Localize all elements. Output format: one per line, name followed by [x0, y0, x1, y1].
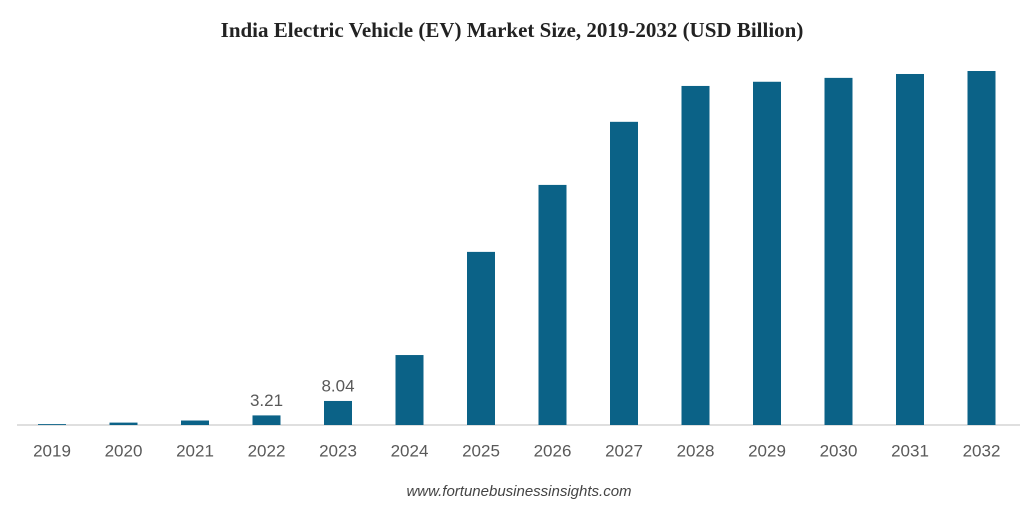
- x-tick-label: 2025: [462, 441, 500, 460]
- x-tick-label: 2023: [319, 441, 357, 460]
- x-tick-label: 2022: [248, 441, 286, 460]
- x-tick-label: 2028: [677, 441, 715, 460]
- x-tick-label: 2032: [963, 441, 1001, 460]
- x-tick-label: 2031: [891, 441, 929, 460]
- bar: [896, 73, 924, 425]
- bar: [824, 77, 853, 426]
- source: www.fortunebusinessinsights.com: [406, 483, 631, 500]
- x-tick-label: 2019: [33, 441, 71, 460]
- bar: [395, 355, 424, 425]
- x-tick-label: 2021: [176, 441, 214, 460]
- bar: [324, 400, 352, 425]
- x-tick-label: 2030: [820, 441, 858, 460]
- bar: [181, 420, 209, 425]
- x-tick-label: 2024: [391, 441, 429, 460]
- bar: [681, 85, 710, 425]
- bar: [252, 415, 281, 425]
- bar: [538, 184, 567, 425]
- bar: [753, 81, 781, 425]
- bar: [467, 251, 495, 425]
- bar: [610, 121, 638, 426]
- data-label: 3.21: [250, 391, 283, 410]
- bar: [38, 424, 66, 425]
- bar: [967, 71, 996, 425]
- x-tick-label: 2026: [534, 441, 572, 460]
- x-tick-label: 2027: [605, 441, 643, 460]
- data-label: 8.04: [321, 376, 354, 395]
- x-tick-label: 2029: [748, 441, 786, 460]
- chart-title: India Electric Vehicle (EV) Market Size,…: [221, 18, 804, 42]
- bar: [109, 422, 138, 425]
- x-tick-label: 2020: [105, 441, 143, 460]
